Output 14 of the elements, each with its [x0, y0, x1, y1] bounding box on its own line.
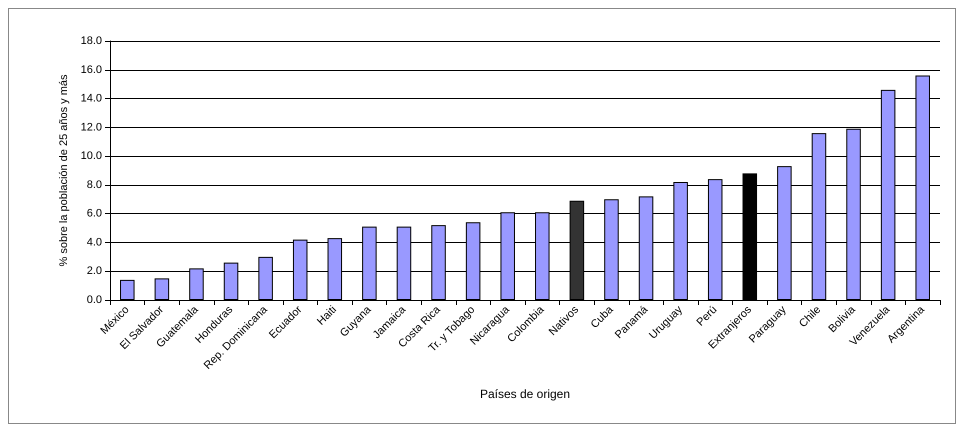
bar	[120, 280, 135, 300]
y-tick-label: 18.0	[80, 35, 102, 47]
y-tick-label: 4.0	[86, 236, 102, 248]
y-tick-label: 10.0	[80, 150, 102, 162]
y-tick-label: 6.0	[86, 208, 102, 220]
y-tick-label: 14.0	[80, 92, 102, 105]
y-tick-label: 16.0	[80, 64, 102, 76]
y-tick-label: 2.0	[86, 265, 102, 278]
y-tick-label: 8.0	[86, 178, 102, 191]
x-axis-title: Países de origen	[480, 387, 570, 401]
bar	[154, 278, 170, 300]
y-tick-label: 12.0	[80, 121, 102, 134]
y-axis-title: % sobre la población de 25 años y más	[58, 74, 70, 267]
y-tick-label: 0.0	[86, 294, 102, 306]
